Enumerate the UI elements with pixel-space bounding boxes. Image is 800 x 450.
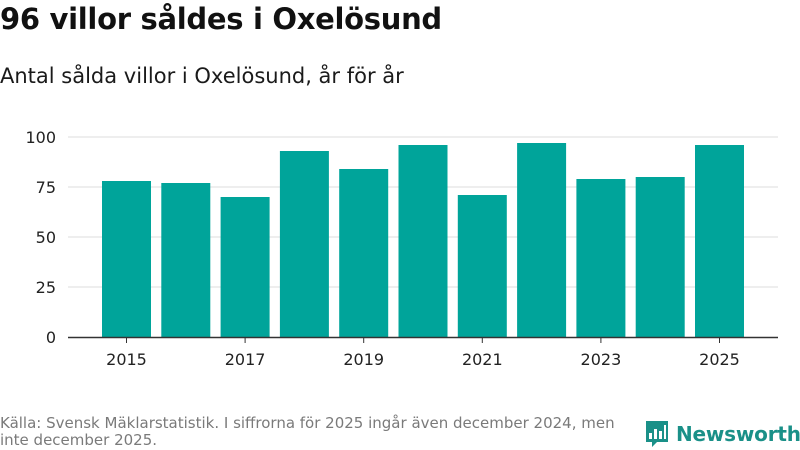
bar-2023 bbox=[576, 179, 626, 337]
brand-name: Newsworthy bbox=[676, 422, 800, 446]
x-tick-label: 2015 bbox=[106, 350, 147, 369]
y-tick-label: 75 bbox=[36, 178, 56, 197]
chart-subtitle: Antal sålda villor i Oxelösund, år för å… bbox=[0, 64, 404, 88]
bar-chart: 0 25 50 75 100 2015 2017 2019 2021 2023 2025 bbox=[25, 128, 778, 369]
chart-title: 96 villor såldes i Oxelösund bbox=[0, 2, 442, 36]
brand-logo: Newsworthy bbox=[644, 418, 800, 450]
bar-2021 bbox=[457, 195, 507, 337]
source-note: Källa: Svensk Mäklarstatistik. I siffror… bbox=[0, 414, 615, 449]
y-tick-label: 50 bbox=[36, 228, 56, 247]
x-tick-label: 2021 bbox=[462, 350, 503, 369]
bar-chart-logo-icon bbox=[646, 421, 668, 447]
x-tick-label: 2025 bbox=[699, 350, 740, 369]
bar-2022 bbox=[517, 143, 567, 337]
bar-2020 bbox=[398, 145, 448, 337]
bar-2018 bbox=[279, 151, 329, 337]
bar-2025 bbox=[695, 145, 744, 337]
x-tick-label: 2017 bbox=[225, 350, 266, 369]
bar-2019 bbox=[339, 169, 389, 337]
bar-2015 bbox=[102, 181, 151, 337]
x-tick-label: 2019 bbox=[343, 350, 384, 369]
y-tick-label: 25 bbox=[36, 278, 56, 297]
y-tick-label: 0 bbox=[46, 328, 56, 347]
x-tick-label: 2023 bbox=[581, 350, 622, 369]
bar-2024 bbox=[635, 177, 685, 337]
bar-2017 bbox=[220, 197, 270, 337]
bar-2016 bbox=[161, 183, 211, 337]
y-tick-label: 100 bbox=[25, 128, 56, 147]
